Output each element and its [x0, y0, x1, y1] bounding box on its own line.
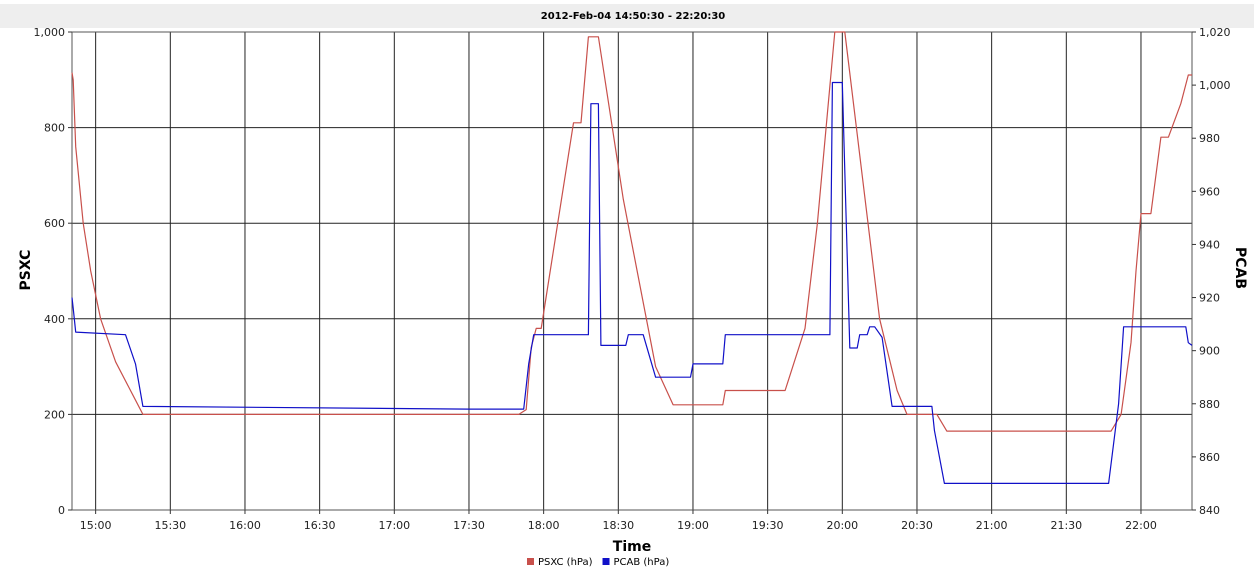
left-axis-title: PSXC — [18, 250, 34, 291]
x-tick-label: 21:00 — [976, 519, 1008, 532]
left-tick-label: 1,000 — [34, 26, 66, 39]
right-tick-label: 960 — [1199, 185, 1220, 198]
title-bar — [0, 4, 1254, 28]
plot-area — [71, 31, 1193, 511]
x-tick-label: 21:30 — [1050, 519, 1082, 532]
left-tick-label: 600 — [44, 217, 65, 230]
right-tick-label: 920 — [1199, 292, 1220, 305]
x-tick-label: 15:30 — [154, 519, 186, 532]
right-tick-label: 980 — [1199, 132, 1220, 145]
grid — [72, 31, 1192, 510]
right-tick-label: 860 — [1199, 451, 1220, 464]
x-tick-label: 20:30 — [901, 519, 933, 532]
left-y-axis: 0 200 400 600 800 1,000 — [34, 26, 72, 517]
x-tick-label: 19:00 — [677, 519, 709, 532]
right-tick-label: 940 — [1199, 238, 1220, 251]
x-tick-label: 18:30 — [602, 519, 634, 532]
right-tick-label: 900 — [1199, 345, 1220, 358]
x-tick-label: 17:00 — [378, 519, 410, 532]
left-tick-label: 0 — [58, 504, 65, 517]
right-y-axis: 840 860 880 900 920 940 960 980 1,000 1,020 — [1192, 26, 1231, 517]
x-tick-label: 20:00 — [826, 519, 858, 532]
chart-title: 2012-Feb-04 14:50:30 - 22:20:30 — [541, 11, 726, 22]
x-tick-label: 17:30 — [453, 519, 485, 532]
right-tick-label: 880 — [1199, 398, 1220, 411]
legend-swatch — [602, 558, 610, 565]
left-tick-label: 800 — [44, 122, 65, 135]
right-tick-label: 1,000 — [1199, 79, 1231, 92]
right-tick-label: 840 — [1199, 504, 1220, 517]
x-tick-label: 18:00 — [528, 519, 560, 532]
x-tick-label: 16:30 — [304, 519, 336, 532]
x-tick-label: 22:00 — [1125, 519, 1157, 532]
legend-label: PCAB (hPa) — [614, 557, 670, 568]
legend-label: PSXC (hPa) — [538, 557, 593, 568]
series-line — [71, 81, 1193, 484]
x-axis-title: Time — [613, 539, 651, 555]
series-line — [71, 31, 1192, 432]
x-axis: 15:00 15:30 16:00 16:30 17:00 17:30 18:00 18:30… — [80, 510, 1157, 532]
x-tick-label: 16:00 — [229, 519, 261, 532]
legend-swatch — [527, 558, 534, 565]
right-tick-label: 1,020 — [1199, 26, 1231, 39]
left-tick-label: 400 — [44, 313, 65, 326]
legend: PSXC (hPa) PCAB (hPa) — [527, 557, 669, 568]
x-tick-label: 19:30 — [752, 519, 784, 532]
x-tick-label: 15:00 — [80, 519, 112, 532]
series-layer — [71, 31, 1193, 484]
right-axis-title: PCAB — [1232, 247, 1248, 289]
left-tick-label: 200 — [44, 408, 65, 421]
